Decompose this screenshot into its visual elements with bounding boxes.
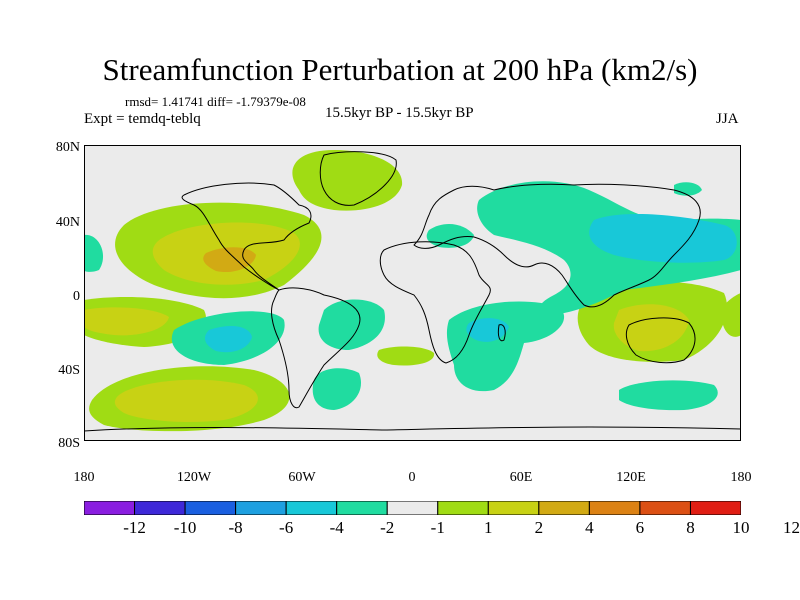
colorbar-label: 10 [732, 518, 750, 537]
colorbar-swatch [386, 501, 439, 515]
colorbar-label: 1 [484, 518, 493, 537]
colorbar-swatch [285, 501, 338, 515]
coastline-eurasia [413, 183, 701, 308]
colorbar-swatch [336, 501, 388, 515]
period-text: 15.5kyr BP - 15.5kyr BP [325, 105, 474, 121]
coastline-north-america [181, 182, 312, 291]
season-label: JJA [716, 111, 739, 127]
contour-pos2 [613, 304, 689, 352]
map-panel [84, 145, 741, 441]
x-tick-label: 180 [730, 470, 752, 485]
y-tick-label: 40N [55, 215, 80, 230]
x-tick-label: 180 [73, 470, 95, 485]
stats-text: rmsd= 1.41741 diff= -1.79379e-08 [125, 94, 306, 109]
map-frame [84, 145, 741, 441]
colorbar-swatch [689, 501, 741, 515]
coastline-south-america [271, 287, 361, 409]
contour-pos2 [84, 307, 169, 336]
contour-neg1 [84, 234, 104, 272]
x-tick-label: 120E [616, 470, 646, 485]
contour-neg1 [619, 380, 718, 411]
colorbar-label: -10 [173, 518, 197, 537]
colorbar-label: -1 [430, 518, 445, 537]
contour-neg1 [318, 299, 385, 350]
colorbar-swatch [639, 501, 691, 515]
contour-pos1 [722, 293, 741, 337]
colorbar-swatch [134, 501, 186, 515]
colorbar-label: -6 [279, 518, 294, 537]
coastline-australia [625, 317, 696, 364]
colorbar-label: -8 [228, 518, 243, 537]
colorbar-label: 4 [585, 518, 594, 537]
colorbar-swatch [538, 501, 590, 515]
coastlines [84, 151, 741, 432]
y-tick-label: 80S [58, 436, 80, 451]
experiment-label: Expt = temdq-teblq [84, 111, 201, 127]
coastline-madagascar [497, 324, 506, 342]
colorbar-swatch [184, 501, 237, 515]
contour-fill-layer [84, 150, 741, 432]
colorbar-swatch [588, 501, 641, 515]
coastline-africa [379, 241, 491, 364]
colorbar-swatch [235, 501, 287, 515]
colorbar-label: 6 [635, 518, 645, 537]
contour-neg2 [204, 325, 252, 353]
colorbar-label: -4 [329, 518, 344, 537]
colorbar-swatch [487, 501, 540, 515]
colorbar-label: 2 [534, 518, 544, 537]
x-tick-label: 60W [288, 470, 316, 485]
contour-pos1 [292, 150, 403, 211]
colorbar-label: 12 [783, 518, 800, 537]
coastline-greenland [319, 151, 397, 206]
contour-pos1 [377, 346, 435, 366]
contour-pos2 [114, 379, 258, 423]
x-tick-label: 0 [408, 470, 416, 485]
colorbar-label: -12 [123, 518, 146, 537]
x-tick-label: 60E [509, 470, 533, 485]
colorbar [84, 501, 741, 515]
chart-title: Streamfunction Perturbation at 200 hPa (… [102, 52, 698, 87]
y-tick-label: 80N [55, 140, 80, 155]
y-tick-label: 0 [73, 289, 80, 304]
y-tick-label: 40S [58, 363, 80, 378]
x-tick-label: 120W [176, 470, 212, 485]
colorbar-swatch [437, 501, 489, 515]
contour-neg1 [312, 368, 362, 410]
colorbar-label: 8 [686, 518, 695, 537]
contour-neg2 [589, 213, 737, 263]
coastline-antarctica [84, 426, 741, 432]
colorbar-label: -2 [380, 518, 395, 537]
colorbar-swatch [84, 501, 136, 515]
